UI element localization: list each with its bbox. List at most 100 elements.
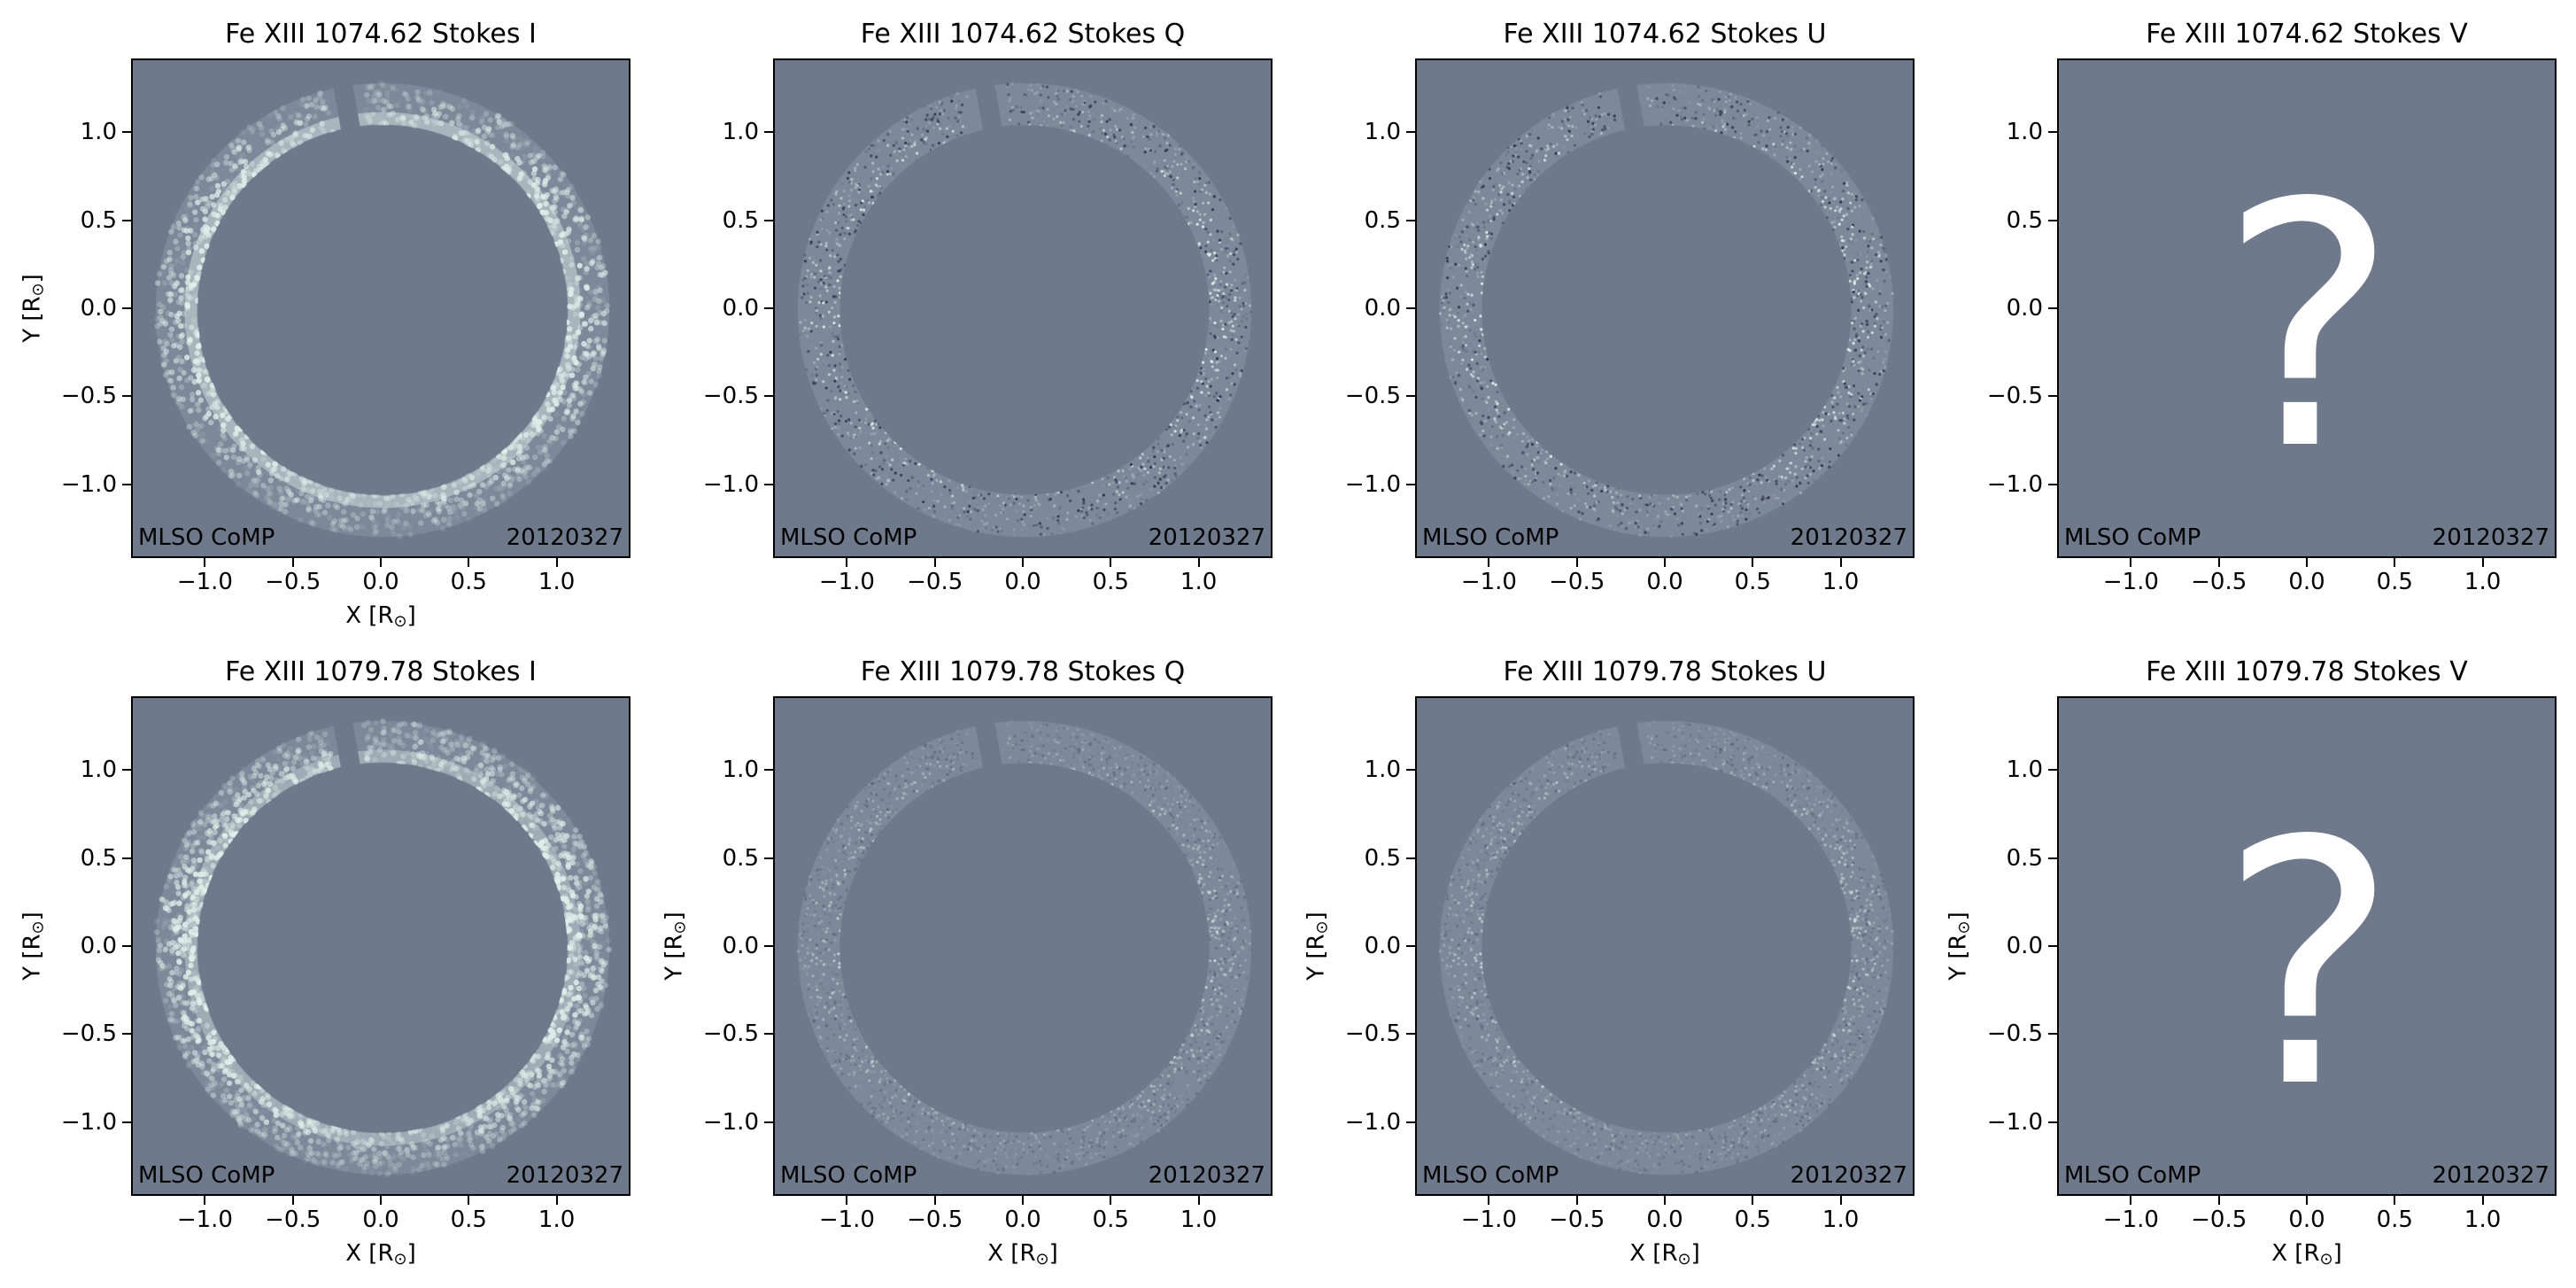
x-tick-mark: [380, 1196, 382, 1205]
y-tick-label: 0.0: [1364, 295, 1401, 322]
date-label: 20120327: [2432, 1162, 2549, 1189]
x-tick-label: −1.0: [1460, 569, 1517, 595]
x-tick-label: 1.0: [1822, 569, 1860, 595]
y-tick-label: 0.0: [2006, 295, 2043, 322]
y-tick-label: 0.5: [1364, 206, 1401, 234]
x-axis-label-close: ]: [1048, 1240, 1058, 1267]
y-tick-mark: [2048, 307, 2057, 309]
date-label: 20120327: [1148, 1162, 1265, 1189]
corona-ring: [796, 718, 1253, 1176]
x-tick-mark: [2130, 1196, 2132, 1205]
date-label: 20120327: [2432, 524, 2549, 551]
x-tick-label: 0.5: [2376, 569, 2413, 595]
x-tick-mark: [846, 1196, 848, 1205]
x-tick-mark: [2217, 558, 2220, 567]
y-tick-mark: [2048, 219, 2057, 221]
x-axis-label-text: X [R: [2271, 1240, 2320, 1267]
y-tick-label: 0.5: [722, 844, 759, 872]
y-tick-label: 1.0: [2006, 757, 2043, 784]
panel-title: Fe XIII 1074.62 Stokes Q: [860, 19, 1186, 50]
panel-title: Fe XIII 1074.62 Stokes U: [1503, 19, 1827, 50]
sun-symbol: ⊙: [393, 612, 407, 631]
x-tick-label: 0.5: [2376, 1207, 2413, 1233]
y-tick-mark: [1406, 131, 1415, 134]
sun-symbol: ⊙: [393, 1250, 407, 1269]
x-tick-label: 0.5: [450, 569, 487, 595]
x-tick-mark: [2217, 1196, 2220, 1205]
x-tick-mark: [204, 558, 206, 567]
plot-area: MLSO CoMP 20120327: [1415, 58, 1915, 558]
y-tick-mark: [1406, 483, 1415, 485]
ring-band: [155, 82, 610, 538]
y-tick-mark: [1406, 307, 1415, 309]
x-tick-label: −1.0: [1460, 1207, 1517, 1233]
y-tick-mark: [122, 769, 131, 772]
x-tick-label: 0.0: [1004, 569, 1041, 595]
y-tick-mark: [2048, 395, 2057, 398]
x-tick-label: 0.0: [1004, 1207, 1041, 1233]
occulter-disk: [197, 763, 568, 1133]
y-tick-label: 0.5: [2006, 844, 2043, 872]
y-tick-mark: [1406, 945, 1415, 947]
plot-area: ? MLSO CoMP 20120327: [2057, 696, 2557, 1196]
x-tick-mark: [2130, 558, 2132, 567]
x-axis-label-text: X [R: [1629, 1240, 1678, 1267]
occulter-post-gap: [332, 81, 360, 130]
x-tick-label: 0.0: [1646, 569, 1683, 595]
x-tick-mark: [846, 558, 848, 567]
y-tick-mark: [2048, 1033, 2057, 1036]
y-tick-label: −0.5: [1344, 1020, 1401, 1048]
y-axis-label-close: ]: [1303, 912, 1330, 921]
occulter-disk: [839, 763, 1210, 1133]
date-label: 20120327: [506, 524, 623, 551]
x-tick-mark: [2394, 1196, 2396, 1205]
y-tick-label: −1.0: [1986, 470, 2043, 498]
x-tick-label: 0.0: [1646, 1207, 1683, 1233]
y-tick-mark: [764, 219, 773, 221]
x-tick-label: 0.0: [362, 569, 399, 595]
panel-title: Fe XIII 1079.78 Stokes U: [1503, 656, 1827, 687]
x-tick-mark: [1839, 1196, 1842, 1205]
x-tick-label: 0.5: [450, 1207, 487, 1233]
y-tick-label: −0.5: [702, 383, 759, 410]
y-tick-label: 1.0: [80, 757, 117, 784]
occulter-disk: [839, 125, 1210, 495]
y-tick-mark: [122, 945, 131, 947]
y-tick-mark: [1406, 1121, 1415, 1123]
x-tick-label: 1.0: [2464, 569, 2502, 595]
x-tick-label: 0.0: [2288, 569, 2325, 595]
x-tick-mark: [380, 558, 382, 567]
x-axis-label: X [R⊙]: [345, 1242, 416, 1271]
x-axis-label: X [R⊙]: [345, 604, 416, 633]
x-tick-label: 1.0: [1822, 1207, 1860, 1233]
corona-ring: [1438, 81, 1895, 539]
x-tick-label: 0.5: [1092, 569, 1129, 595]
y-tick-label: −0.5: [1986, 1020, 2043, 1048]
x-tick-mark: [1022, 558, 1024, 567]
y-tick-label: −1.0: [60, 470, 117, 498]
occulter-post-gap: [1616, 718, 1644, 768]
y-tick-label: −1.0: [60, 1108, 117, 1136]
y-tick-label: 1.0: [2006, 119, 2043, 146]
y-axis-label: Y [R⊙]: [1303, 912, 1334, 981]
date-label: 20120327: [1790, 524, 1907, 551]
y-tick-mark: [764, 307, 773, 309]
x-tick-mark: [933, 1196, 936, 1205]
corona-ring: [797, 81, 1253, 538]
x-tick-label: 0.5: [1734, 1207, 1771, 1233]
corona-ring: [154, 80, 611, 539]
y-tick-label: −1.0: [1344, 470, 1401, 498]
x-tick-label: 1.0: [1180, 569, 1218, 595]
y-axis-label: Y [R⊙]: [19, 274, 50, 343]
y-tick-label: 0.5: [80, 206, 117, 234]
x-tick-label: 0.5: [1734, 569, 1771, 595]
x-axis-label: X [R⊙]: [2271, 1242, 2342, 1271]
y-tick-label: −1.0: [1986, 1108, 2043, 1136]
instrument-label: MLSO CoMP: [780, 1162, 917, 1189]
y-tick-mark: [2048, 1121, 2057, 1123]
y-tick-label: 0.5: [80, 844, 117, 872]
x-tick-mark: [291, 558, 294, 567]
x-tick-label: −0.5: [1549, 569, 1605, 595]
x-tick-label: −0.5: [907, 569, 963, 595]
x-tick-mark: [1575, 558, 1578, 567]
